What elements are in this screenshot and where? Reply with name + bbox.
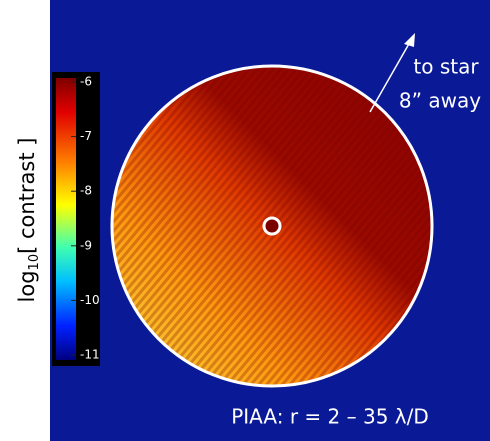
colorbar-ticks: -6 -7 -8 -9 -10 -11: [71, 75, 100, 362]
tick-label: -10: [80, 293, 100, 307]
colorbar-label: log10[ contrast ]: [15, 138, 42, 303]
label-rest: [ contrast ]: [15, 138, 39, 254]
label-base: log: [15, 270, 39, 302]
tick-label: -7: [80, 129, 92, 143]
inner-ring: [262, 216, 282, 236]
label-subscript: 10: [27, 254, 42, 271]
direction-label: to star: [413, 55, 479, 79]
tick-label: -8: [80, 184, 92, 198]
tick-label: -6: [80, 75, 92, 89]
direction-arrow: [369, 41, 411, 113]
tick-label: -11: [80, 348, 100, 362]
tick-label: -9: [80, 238, 92, 252]
arrow-head: [404, 33, 415, 47]
colorbar: [56, 78, 76, 360]
outer-ring: [110, 64, 434, 388]
caption: PIAA: r = 2 – 35 λ/D: [231, 405, 429, 429]
direction-label: 8” away: [399, 89, 481, 113]
